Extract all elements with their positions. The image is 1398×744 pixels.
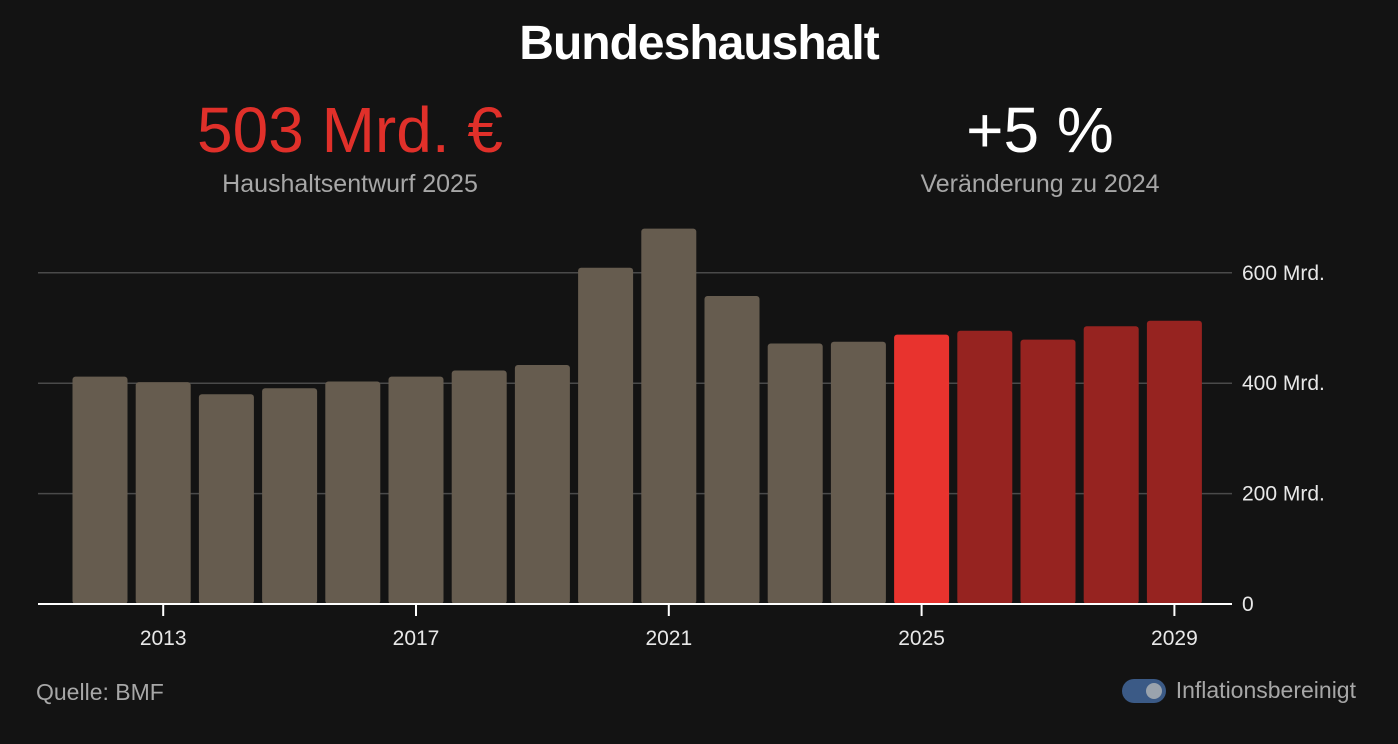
bar-2023[interactable] xyxy=(767,343,823,605)
bar-2014[interactable] xyxy=(198,394,254,604)
kpi-budget-label: Haushaltsentwurf 2025 xyxy=(222,170,478,198)
x-axis-ticks: 2013 2017 2021 2025 2029 xyxy=(140,604,1198,650)
y-tick-label: 200 Mrd. xyxy=(1242,483,1325,506)
kpi-change-label: Veränderung zu 2024 xyxy=(920,170,1160,198)
x-tick-label: 2025 xyxy=(898,627,945,650)
inflation-toggle[interactable]: Inflationsbereinigt xyxy=(1121,677,1356,704)
x-tick-label: 2029 xyxy=(1151,627,1198,650)
source-note: Quelle: BMF xyxy=(36,679,164,705)
kpi-change: +5 % Veränderung zu 2024 xyxy=(840,94,1240,199)
bar-2015[interactable] xyxy=(262,388,318,604)
bar-2012[interactable] xyxy=(72,376,128,604)
toggle-knob xyxy=(1145,682,1162,699)
bars xyxy=(72,228,1202,605)
bar-2025[interactable] xyxy=(894,334,950,604)
bar-2021[interactable] xyxy=(641,228,697,604)
x-tick-label: 2013 xyxy=(140,627,187,650)
bar-2029[interactable] xyxy=(1146,320,1202,604)
bar-2026[interactable] xyxy=(957,330,1013,604)
bar-2018[interactable] xyxy=(451,370,507,605)
y-axis-ticks: 0 200 Mrd. 400 Mrd. 600 Mrd. xyxy=(1242,262,1325,616)
bar-2019[interactable] xyxy=(514,365,570,604)
bar-2013[interactable] xyxy=(135,382,191,604)
toggle-switch[interactable] xyxy=(1121,678,1166,703)
y-tick-label: 0 xyxy=(1242,593,1254,616)
y-tick-label: 600 Mrd. xyxy=(1242,262,1325,285)
bar-2020[interactable] xyxy=(578,267,634,604)
toggle-label: Inflationsbereinigt xyxy=(1175,677,1356,703)
kpi-budget-value: 503 Mrd. € xyxy=(197,94,503,166)
y-tick-label: 400 Mrd. xyxy=(1242,372,1325,395)
bar-2027[interactable] xyxy=(1020,339,1076,604)
bar-2024[interactable] xyxy=(830,341,886,604)
x-tick-label: 2017 xyxy=(393,627,440,650)
bar-2028[interactable] xyxy=(1083,326,1139,604)
bar-2016[interactable] xyxy=(325,381,381,605)
kpi-budget: 503 Mrd. € Haushaltsentwurf 2025 xyxy=(150,94,550,199)
bar-2022[interactable] xyxy=(704,296,760,604)
kpi-change-value: +5 % xyxy=(966,94,1114,166)
x-tick-label: 2021 xyxy=(645,627,692,650)
chart-title: Bundeshaushalt xyxy=(519,17,879,70)
bar-2017[interactable] xyxy=(388,376,444,604)
